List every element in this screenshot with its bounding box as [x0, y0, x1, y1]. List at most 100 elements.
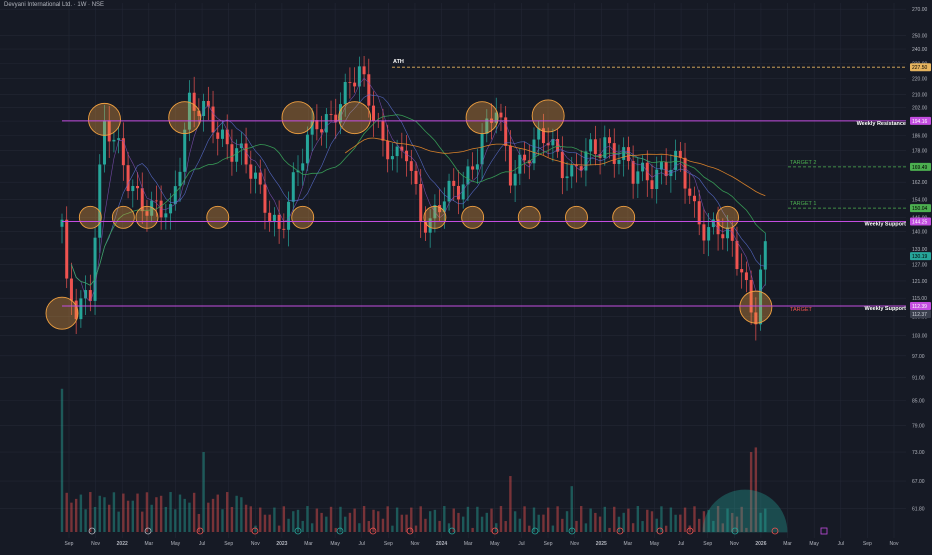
candle-body [423, 221, 427, 233]
candle-body [456, 185, 460, 200]
candle-body [546, 143, 550, 146]
highlight-circle [461, 205, 485, 229]
candle-body [499, 112, 503, 118]
candle-body [353, 82, 357, 87]
candle-body [169, 204, 173, 214]
y-tick-label: 97.00 [912, 354, 925, 360]
volume-bar [466, 506, 470, 532]
candle-body [560, 151, 564, 179]
x-tick-label: Sep [384, 541, 393, 547]
event-marker [196, 527, 204, 535]
candle-body [178, 171, 182, 187]
price-axis-tag [910, 217, 931, 226]
price-axis-tag [910, 162, 931, 171]
candle-body [697, 201, 701, 225]
y-tick-label: 186.00 [912, 133, 928, 139]
y-tick-label: 220.00 [912, 77, 928, 83]
y-tick-label: 61.80 [912, 506, 925, 512]
volume-bar [594, 512, 597, 532]
x-tick-label: Sep [863, 541, 872, 547]
x-tick-label: Mar [464, 541, 473, 547]
highlight-circles [45, 99, 773, 330]
volume-bar [70, 502, 73, 532]
volume-bar [306, 506, 309, 532]
volume-bar [452, 508, 455, 532]
volume-bar [273, 507, 276, 532]
volume-bar [561, 518, 564, 532]
y-tick-label: 85.00 [912, 399, 925, 405]
level-label: Weekly Resistance [857, 121, 906, 127]
volume-bar [556, 506, 559, 532]
highlight-circle [45, 296, 79, 330]
volume-bars [60, 388, 767, 532]
candle-body [480, 133, 484, 165]
event-marker [686, 527, 694, 535]
volume-bar [669, 507, 673, 532]
volume-bar [339, 506, 342, 532]
price-axis-tag-label: 130.19 [912, 254, 928, 260]
x-tick-label: Mar [783, 541, 792, 547]
x-tick-label: Jul [199, 541, 205, 547]
volume-bar [315, 508, 319, 532]
volume-bar [344, 516, 347, 532]
target-label: TARGET 2 [790, 160, 816, 166]
volume-bar [584, 523, 588, 532]
volume-bar [254, 525, 257, 532]
highlight-circle [78, 205, 102, 229]
x-tick-label: Sep [224, 541, 233, 547]
y-tick-label: 250.00 [912, 33, 928, 39]
candle-body [173, 186, 177, 205]
volume-bar [79, 494, 83, 532]
highlight-circle [517, 205, 541, 229]
candle-body [305, 134, 309, 164]
volume-profile-dome [702, 489, 788, 533]
volume-bar [301, 520, 304, 532]
volume-bar [537, 514, 540, 532]
candle-body [84, 290, 88, 299]
event-marker [616, 527, 624, 535]
price-axis-tag-label: 150.04 [912, 206, 928, 212]
volume-bar [664, 525, 668, 532]
candle-body [329, 114, 333, 115]
event-marker [369, 527, 377, 535]
volume-bar [693, 506, 696, 532]
volume-bar [159, 495, 163, 532]
candle-body [414, 170, 418, 185]
volume-bar [504, 521, 507, 532]
candle-body [65, 219, 69, 279]
candle-body [315, 120, 319, 130]
y-tick-label: 240.00 [912, 47, 928, 53]
volume-bar [136, 493, 139, 532]
x-tick-label: Mar [145, 541, 154, 547]
highlight-circle [168, 101, 202, 135]
candle-body [235, 148, 239, 162]
volume-bar [377, 511, 380, 532]
candle-body [357, 66, 361, 87]
candle-body [740, 269, 744, 273]
candle-body [263, 184, 267, 213]
x-tick-label: Sep [65, 541, 74, 547]
volume-bar [287, 518, 290, 532]
x-tick-label: Nov [730, 541, 739, 547]
volume-bar [334, 527, 337, 532]
candle-body [471, 166, 475, 170]
volume-bar [249, 506, 252, 532]
candle-body [759, 269, 763, 325]
volume-bar [84, 509, 87, 532]
candle-body [320, 129, 324, 133]
candle-body [400, 146, 404, 151]
candle-body [513, 173, 517, 186]
x-tick-label: Jul [359, 541, 365, 547]
candle-body [98, 164, 102, 238]
candle-body [258, 172, 262, 185]
volume-bar [726, 508, 729, 532]
candle-body [367, 74, 371, 106]
y-tick-label: 178.00 [912, 148, 928, 154]
candle-body [442, 201, 446, 213]
volume-bar [372, 509, 375, 532]
candle-body [102, 120, 106, 165]
y-tick-label: 202.00 [912, 105, 928, 111]
